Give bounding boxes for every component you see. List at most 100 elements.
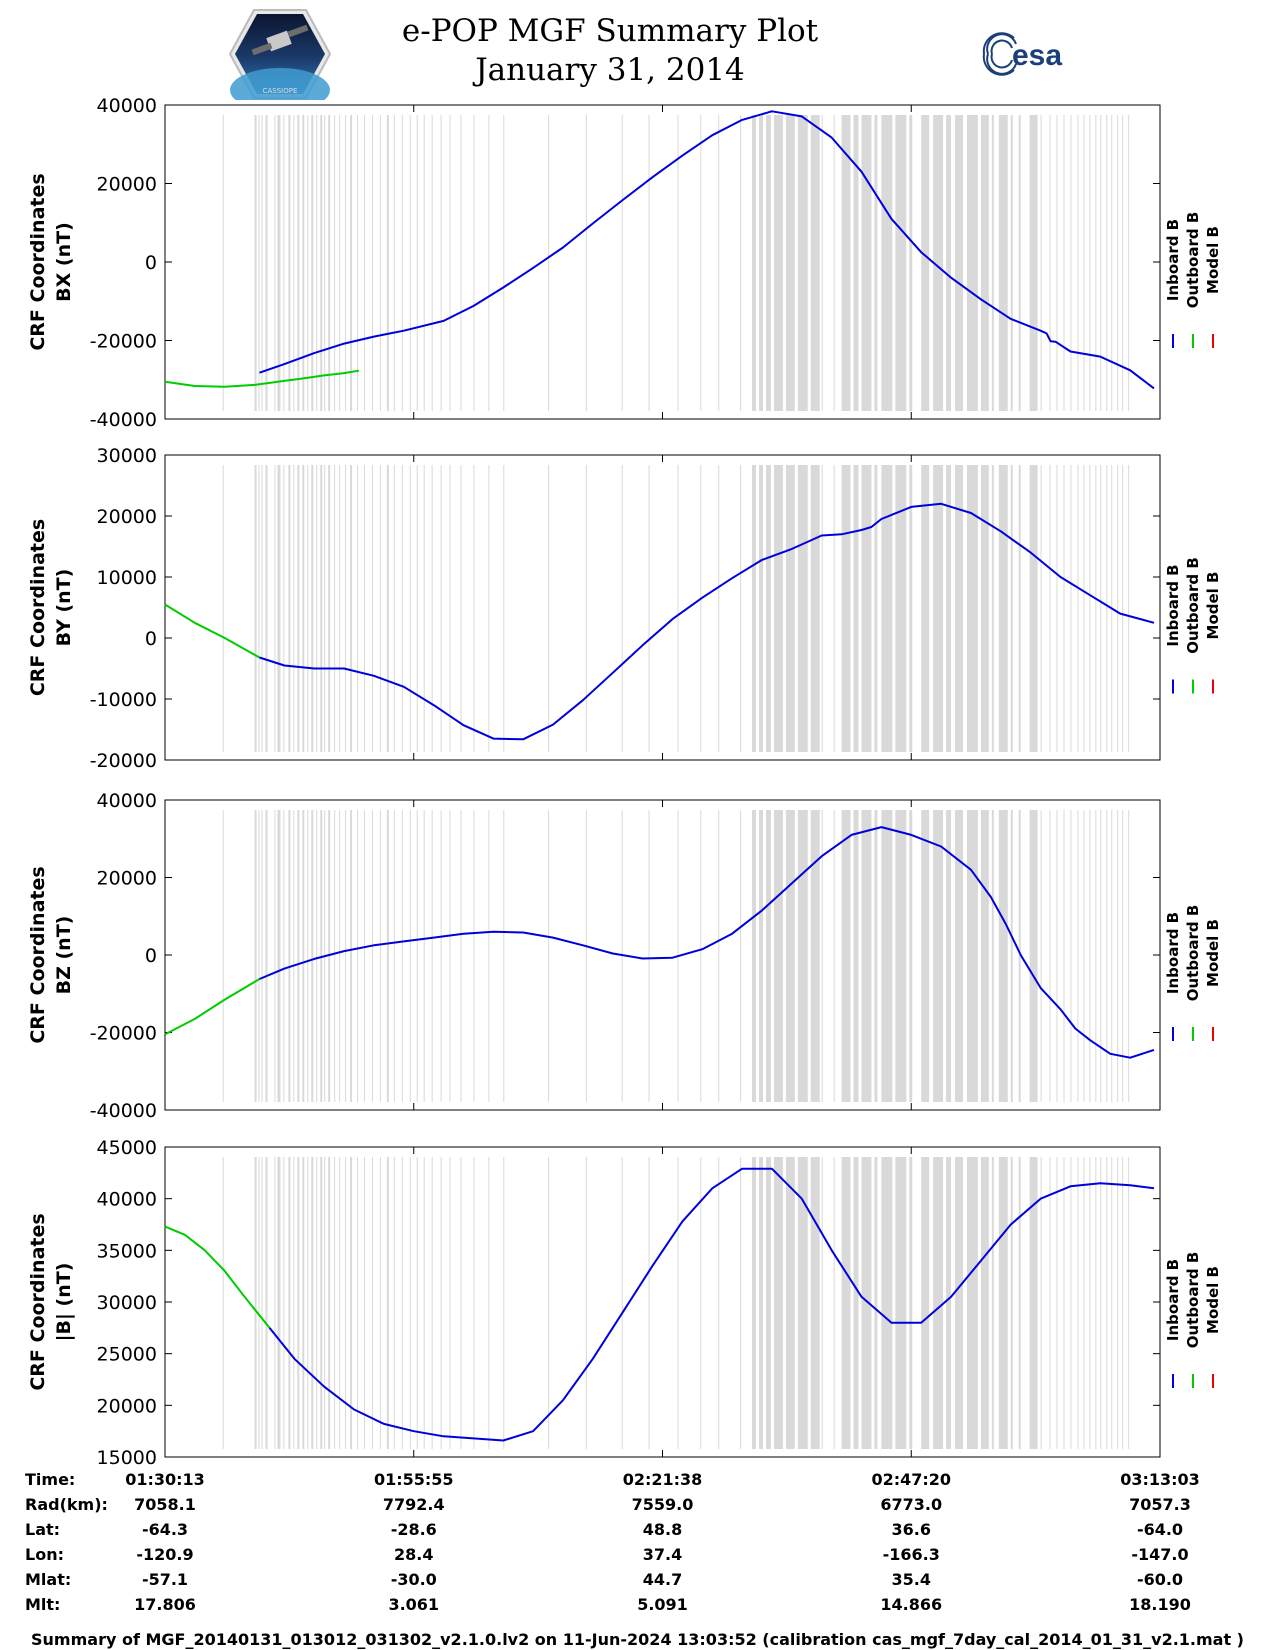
data-gap-band (1029, 810, 1038, 1102)
ephemeris-value: 37.4 (643, 1545, 682, 1564)
data-gap-band (288, 1157, 291, 1449)
data-gap-band (254, 465, 257, 752)
data-gap-band (274, 1157, 276, 1449)
data-gap-band (288, 465, 291, 752)
data-gap-band (1122, 115, 1124, 411)
legend-inboard-label: Inboard B (1164, 564, 1182, 646)
ephemeris-value: -166.3 (883, 1545, 940, 1564)
data-gap-band (440, 465, 442, 752)
data-gap-band (980, 810, 989, 1102)
data-gap-band (1070, 810, 1072, 1102)
data-gap-band (759, 465, 763, 752)
data-gap-band (293, 810, 295, 1102)
data-gap-band (966, 1157, 978, 1449)
data-gap-band (460, 465, 462, 752)
data-gap-band (283, 465, 285, 752)
data-gap-band (1018, 810, 1021, 1102)
data-gap-band (1117, 1157, 1119, 1449)
data-gap-band (955, 810, 963, 1102)
data-gap-band (1089, 115, 1091, 411)
data-gap-band (740, 1157, 742, 1449)
data-gap-band (222, 465, 224, 752)
y-axis-label: CRF Coordinates (27, 173, 49, 350)
data-gap-band (254, 810, 257, 1102)
data-gap-band (440, 1157, 442, 1449)
y-axis-label: BY (nT) (53, 569, 75, 647)
data-gap-band (1117, 810, 1119, 1102)
data-gap-band (1029, 465, 1038, 752)
data-gap-band (302, 1157, 305, 1449)
data-gap-band (810, 1157, 820, 1449)
y-tick-label: 30000 (97, 445, 157, 467)
y-tick-label: -20000 (90, 1023, 157, 1045)
data-gap-band (700, 810, 702, 1102)
data-gap-band (980, 1157, 989, 1449)
data-gap-band (1040, 810, 1042, 1102)
summary-footer: Summary of MGF_20140131_013012_031302_v2… (31, 1630, 1244, 1649)
data-gap-band (431, 810, 433, 1102)
data-gap-band (797, 465, 808, 752)
inboard-b-line (259, 826, 1155, 1059)
data-gap-band (946, 1157, 952, 1449)
data-gap-band (1018, 1157, 1021, 1449)
data-gap-band (274, 115, 276, 411)
data-gap-band (364, 465, 365, 752)
ephemeris-row-label: Time: (25, 1470, 75, 1489)
data-gap-band (1049, 1157, 1051, 1449)
data-gap-band (1128, 115, 1130, 411)
ephemeris-value: -147.0 (1131, 1545, 1188, 1564)
data-gap-band (1106, 115, 1108, 411)
ephemeris-row-label: Lat: (25, 1520, 60, 1539)
y-tick-label: 40000 (97, 790, 157, 812)
data-gap-band (765, 115, 771, 411)
data-gap-band (1128, 1157, 1130, 1449)
data-gap-band (955, 1157, 963, 1449)
data-gap-band (261, 115, 263, 411)
y-tick-label: 30000 (97, 1292, 157, 1314)
esa-logo: esa (978, 30, 1094, 78)
data-gap-band (909, 1157, 913, 1449)
data-gap-band (423, 810, 425, 1102)
data-gap-band (797, 810, 808, 1102)
ephemeris-value: 36.6 (892, 1520, 931, 1539)
data-gap-band (1070, 115, 1072, 411)
data-gap-band (339, 465, 341, 752)
ephemeris-value: 18.190 (1129, 1595, 1191, 1614)
data-gap-band (821, 1157, 823, 1449)
data-gap-band (311, 810, 314, 1102)
data-gap-band (334, 115, 336, 411)
data-gap-band (386, 465, 389, 752)
inboard-b-line (259, 502, 1155, 741)
data-gap-band (345, 1157, 347, 1449)
data-gap-band (991, 115, 994, 411)
data-gap-band (311, 115, 314, 411)
ephemeris-value: 44.7 (643, 1570, 682, 1589)
data-gap-band (1095, 115, 1097, 411)
data-gap-band (357, 115, 359, 411)
data-gap-band (350, 1157, 353, 1449)
y-tick-label: 25000 (97, 1344, 157, 1366)
data-gap-band (752, 115, 757, 411)
data-gap-band (718, 465, 720, 752)
legend-inboard-label: Inboard B (1164, 912, 1182, 994)
data-gap-band (339, 1157, 341, 1449)
data-gap-band (409, 810, 411, 1102)
data-gap-band (324, 1157, 326, 1449)
data-gap-band (316, 465, 318, 752)
data-gap-band (1070, 465, 1072, 752)
data-gap-band (933, 465, 944, 752)
data-gap-band (1056, 1157, 1058, 1449)
data-gap-band (293, 115, 295, 411)
data-gap-band (1106, 465, 1108, 752)
data-gap-band (1049, 465, 1051, 752)
y-axis-label: CRF Coordinates (27, 866, 49, 1043)
data-gap-band (488, 115, 490, 411)
data-gap-band (320, 465, 323, 752)
data-gap-band (821, 810, 823, 1102)
data-gap-band (386, 1157, 389, 1449)
data-gap-band (1095, 810, 1097, 1102)
data-gap-band (998, 465, 1008, 752)
data-gap-band (222, 1157, 224, 1449)
data-gap-band (350, 115, 353, 411)
y-tick-label: 20000 (97, 174, 157, 196)
